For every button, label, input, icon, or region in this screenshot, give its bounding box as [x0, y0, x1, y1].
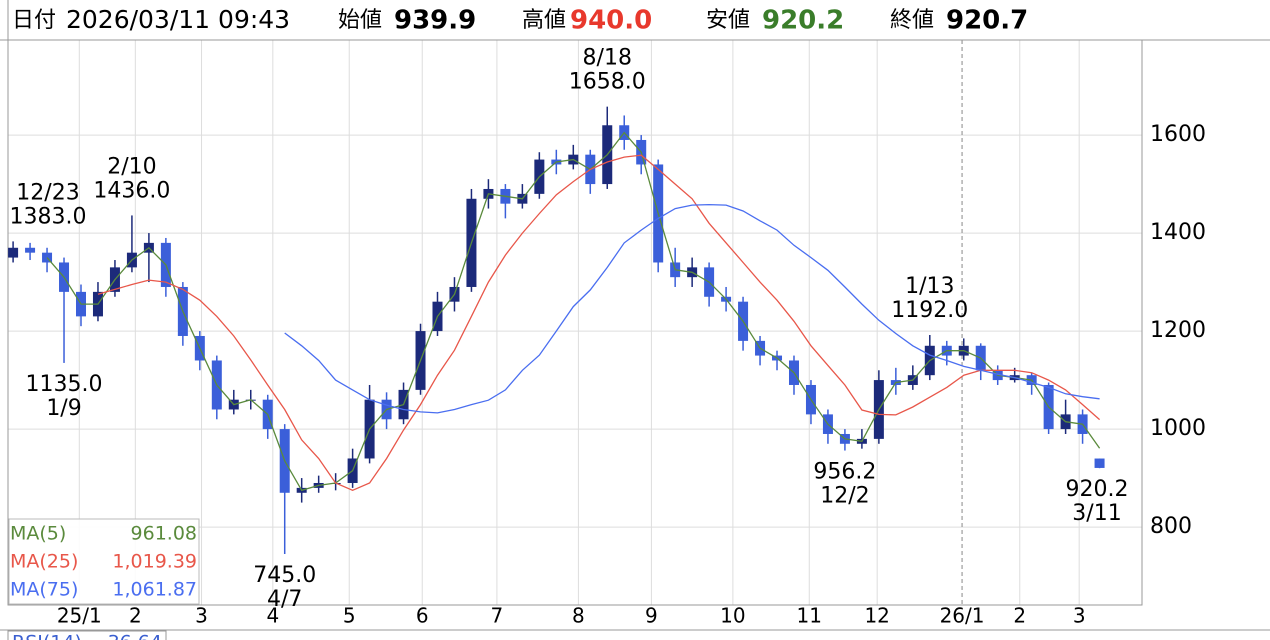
y-tick-label: 1400 [1150, 220, 1206, 245]
legend-name: MA(5) [10, 523, 66, 545]
annotation-value: 1192.0 [891, 298, 968, 323]
header-label: 高値 [522, 8, 566, 33]
annotation-date: 12/2 [820, 484, 869, 509]
annotation-value: 1658.0 [569, 70, 646, 95]
y-tick-label: 1200 [1150, 318, 1206, 343]
annotation-date: 4/7 [267, 587, 302, 612]
rsi-value: 36.64 [108, 632, 162, 640]
x-tick-label: 9 [645, 604, 658, 628]
header-open: 939.9 [394, 6, 476, 36]
rsi-box [7, 630, 167, 640]
legend-name: MA(25) [10, 551, 78, 573]
x-tick-label: 25/1 [57, 604, 102, 628]
annotation-date: 12/23 [16, 180, 79, 205]
x-tick-label: 4 [266, 604, 279, 628]
x-tick-label: 26/1 [940, 604, 985, 628]
x-tick-label: 6 [416, 604, 429, 628]
x-tick-label: 11 [797, 604, 822, 628]
annotation-date: 2/10 [107, 154, 156, 179]
y-tick-label: 1000 [1150, 416, 1206, 441]
legend-value: 961.08 [131, 523, 197, 545]
legend-name: MA(75) [10, 579, 78, 601]
legend-value: 1,019.39 [112, 551, 197, 573]
x-tick-label: 3 [1073, 604, 1086, 628]
x-tick-label: 10 [720, 604, 745, 628]
header-label: 終値 [890, 8, 934, 33]
annotation-date: 3/11 [1072, 501, 1121, 526]
annotation-value: 1436.0 [93, 178, 170, 203]
header-label: 始値 [338, 8, 382, 33]
x-tick-label: 8 [572, 604, 585, 628]
annotation-date: 8/18 [583, 46, 632, 71]
ma-line [284, 203, 1100, 414]
ma-line [46, 131, 1101, 492]
x-tick-label: 3 [195, 604, 208, 628]
header-label: 日付 [12, 8, 56, 33]
legend-box [8, 518, 200, 605]
annotation-value: 1383.0 [10, 204, 87, 229]
ma-line [97, 154, 1101, 492]
annotation-value: 1135.0 [26, 372, 103, 397]
header: 日付 2026/03/11 09:43 始値 939.9 高値 940.0 安値… [12, 5, 1028, 36]
header-low: 920.2 [762, 6, 844, 36]
x-tick-label: 2 [1013, 604, 1026, 628]
candle-body [25, 247, 36, 253]
header-label: 安値 [706, 8, 750, 33]
x-tick-label: 7 [491, 604, 504, 628]
y-tick-label: 800 [1150, 514, 1192, 539]
annotation-value: 956.2 [813, 460, 876, 485]
header-datetime: 2026/03/11 09:43 [66, 5, 290, 34]
annotation-value: 920.2 [1066, 477, 1129, 502]
y-tick-label: 1600 [1150, 122, 1206, 147]
rsi-name: RSI(14) [12, 632, 82, 640]
candle-body [8, 247, 19, 258]
candle-body [1094, 458, 1105, 468]
x-tick-label: 5 [343, 604, 356, 628]
x-tick-label: 12 [864, 604, 889, 628]
annotation-date: 1/13 [905, 274, 954, 299]
header-high: 940.0 [570, 6, 652, 36]
legend-value: 1,061.87 [112, 579, 197, 601]
annotation-date: 1/9 [46, 396, 81, 421]
header-close: 920.7 [946, 6, 1028, 36]
x-tick-label: 2 [129, 604, 142, 628]
annotation-value: 745.0 [253, 563, 316, 588]
